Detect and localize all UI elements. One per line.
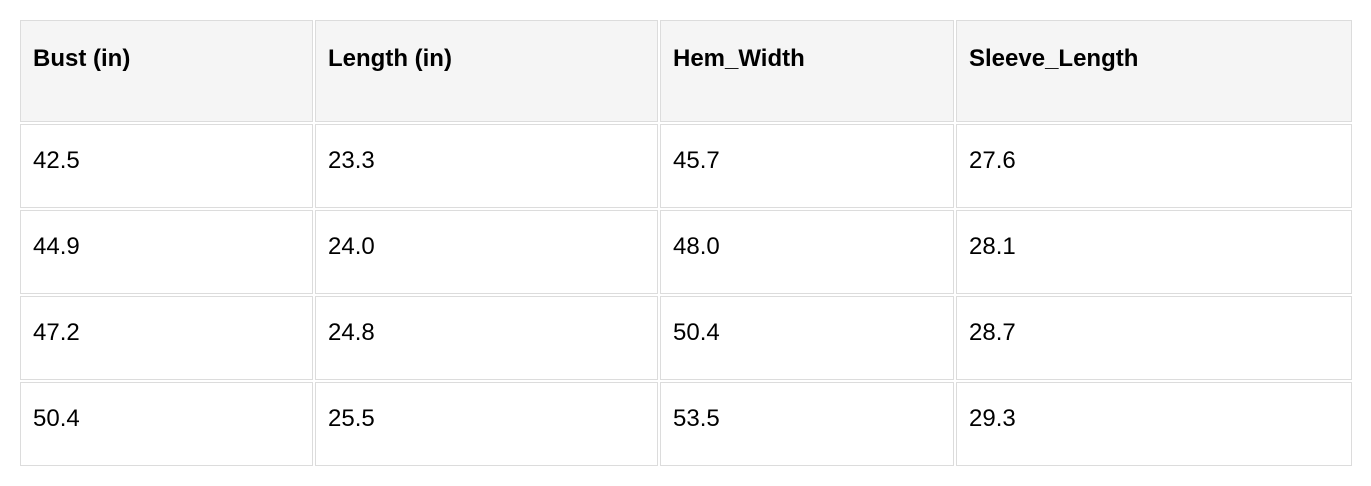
table-cell: 42.5 bbox=[20, 124, 313, 208]
table-cell: 50.4 bbox=[660, 296, 954, 380]
header-length: Length (in) bbox=[315, 20, 658, 122]
header-sleeve-length: Sleeve_Length bbox=[956, 20, 1352, 122]
table-row: 44.9 24.0 48.0 28.1 bbox=[20, 210, 1352, 294]
header-row: Bust (in) Length (in) Hem_Width Sleeve_L… bbox=[20, 20, 1352, 122]
table-cell: 50.4 bbox=[20, 382, 313, 466]
table-row: 47.2 24.8 50.4 28.7 bbox=[20, 296, 1352, 380]
table-cell: 24.0 bbox=[315, 210, 658, 294]
table-cell: 45.7 bbox=[660, 124, 954, 208]
table-row: 42.5 23.3 45.7 27.6 bbox=[20, 124, 1352, 208]
size-table: Bust (in) Length (in) Hem_Width Sleeve_L… bbox=[18, 18, 1354, 468]
table-cell: 23.3 bbox=[315, 124, 658, 208]
header-bust: Bust (in) bbox=[20, 20, 313, 122]
table-cell: 25.5 bbox=[315, 382, 658, 466]
table-cell: 27.6 bbox=[956, 124, 1352, 208]
table-cell: 28.1 bbox=[956, 210, 1352, 294]
table-cell: 24.8 bbox=[315, 296, 658, 380]
table-cell: 48.0 bbox=[660, 210, 954, 294]
table-row: 50.4 25.5 53.5 29.3 bbox=[20, 382, 1352, 466]
table-cell: 47.2 bbox=[20, 296, 313, 380]
header-hem-width: Hem_Width bbox=[660, 20, 954, 122]
table-cell: 53.5 bbox=[660, 382, 954, 466]
table-cell: 29.3 bbox=[956, 382, 1352, 466]
table-cell: 44.9 bbox=[20, 210, 313, 294]
table-cell: 28.7 bbox=[956, 296, 1352, 380]
